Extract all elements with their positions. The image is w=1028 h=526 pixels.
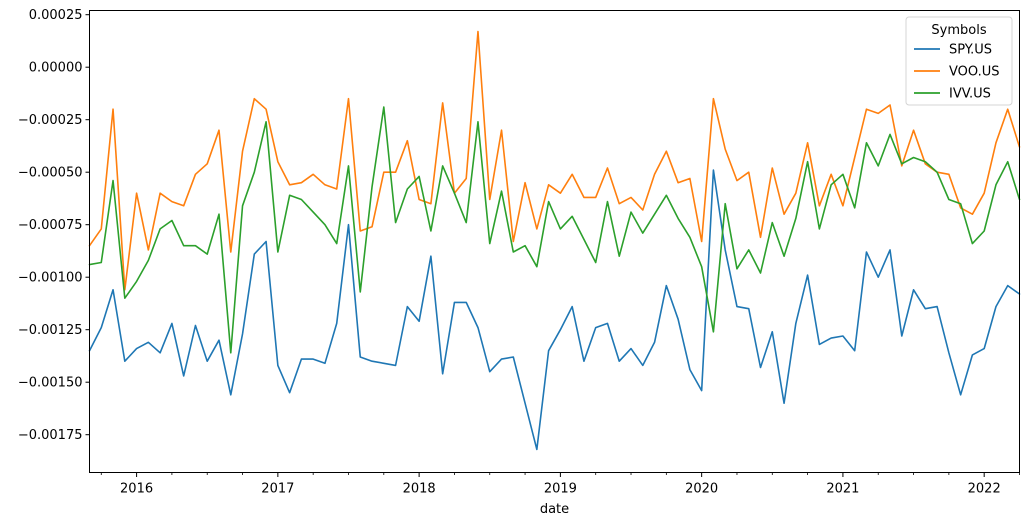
y-tick-label: 0.00000 — [29, 61, 83, 76]
y-tick-label: −0.00125 — [18, 323, 83, 338]
legend-title: Symbols — [931, 23, 986, 38]
legend-label: VOO.US — [949, 65, 1000, 80]
y-tick-label: 0.00025 — [29, 8, 83, 23]
x-tick-label: 2021 — [826, 482, 859, 497]
y-tick-label: −0.00075 — [18, 218, 83, 233]
x-axis-title: date — [540, 502, 569, 517]
legend-label: SPY.US — [949, 43, 992, 58]
series-line-ivv-us — [88, 106, 1021, 354]
y-tick-label: −0.00100 — [18, 271, 83, 286]
x-axis: 2016 2017 2018 2019 2020 2021 2022 — [100, 472, 1020, 497]
plot-lines — [88, 30, 1021, 451]
x-tick-label: 2022 — [968, 482, 1001, 497]
series-line-voo-us — [88, 30, 1021, 291]
y-tick-label: −0.00025 — [18, 113, 83, 128]
x-tick-label: 2019 — [544, 482, 577, 497]
y-axis: 0.00025 0.00000 −0.00025 −0.00050 −0.00075 −0… — [18, 8, 90, 443]
legend-box — [905, 16, 1013, 106]
x-tick-label: 2017 — [261, 482, 294, 497]
series-line-spy-us — [88, 169, 1021, 451]
y-tick-label: −0.00050 — [18, 166, 83, 181]
plot-frame — [89, 10, 1020, 473]
legend-label: IVV.US — [949, 87, 991, 102]
x-tick-label: 2016 — [120, 482, 153, 497]
y-tick-label: −0.00150 — [18, 376, 83, 391]
x-tick-label: 2018 — [403, 482, 436, 497]
legend: Symbols SPY.US VOO.US IVV.US — [905, 16, 1013, 106]
x-tick-label: 2020 — [685, 482, 718, 497]
y-tick-label: −0.00175 — [18, 428, 83, 443]
